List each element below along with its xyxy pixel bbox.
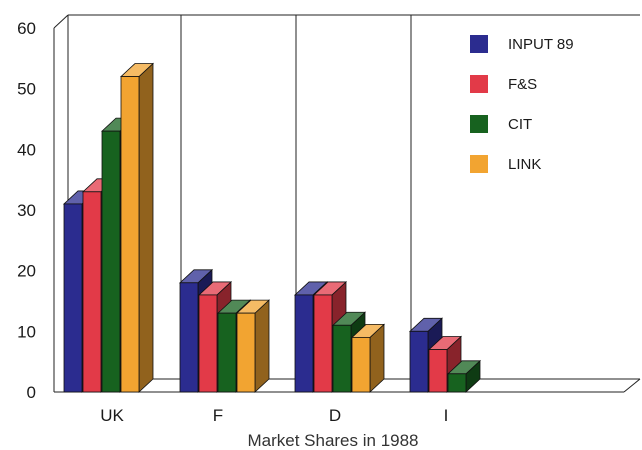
y-tick-label: 30 [17, 201, 36, 220]
y-tick-label: 10 [17, 322, 36, 341]
category-label: F [213, 406, 223, 425]
bar-front [179, 282, 199, 393]
bar-front [409, 330, 429, 393]
category-label: UK [100, 406, 124, 425]
bar-front [447, 373, 467, 393]
legend-label: INPUT 89 [508, 36, 574, 53]
bar [119, 62, 155, 393]
legend-label: LINK [508, 156, 541, 173]
bar-front [63, 203, 83, 393]
legend-swatch [470, 115, 488, 133]
y-tick-label: 50 [17, 80, 36, 99]
y-tick-label: 20 [17, 262, 36, 281]
bar-front [332, 324, 352, 393]
legend-swatch [470, 35, 488, 53]
y-tick-label: 40 [17, 140, 36, 159]
bars [62, 62, 482, 393]
x-axis: UK F D I [100, 406, 448, 425]
bar-front [294, 294, 314, 393]
bar-front [217, 312, 237, 393]
bar-front [351, 336, 371, 393]
y-axis: 0 10 20 30 40 50 60 [17, 19, 36, 402]
x-axis-label: Market Shares in 1988 [247, 431, 418, 450]
legend-item: F&S [470, 75, 537, 93]
bar [446, 359, 482, 393]
category-label: I [444, 406, 449, 425]
floor-right-edge [623, 378, 641, 393]
bar-front [236, 312, 256, 393]
left-wall-top-edge [53, 14, 69, 29]
bar-side [138, 62, 154, 393]
bar-front [428, 349, 448, 393]
legend-swatch [470, 75, 488, 93]
y-tick-label: 60 [17, 19, 36, 38]
legend-swatch [470, 155, 488, 173]
legend-item: CIT [470, 115, 532, 133]
legend-label: CIT [508, 116, 532, 133]
category-label: D [329, 406, 341, 425]
bar-front [198, 294, 218, 393]
bar-front [120, 76, 140, 393]
legend-item: LINK [470, 155, 541, 173]
bar-side [254, 299, 270, 393]
legend-item: INPUT 89 [470, 35, 574, 53]
bar-front [101, 130, 121, 393]
bar [235, 299, 271, 393]
legend: INPUT 89 F&S CIT LINK [470, 35, 574, 173]
y-tick-label: 0 [27, 383, 36, 402]
legend-label: F&S [508, 76, 537, 93]
bar-front [82, 191, 102, 393]
bar [350, 323, 386, 393]
bar-front [313, 294, 333, 393]
